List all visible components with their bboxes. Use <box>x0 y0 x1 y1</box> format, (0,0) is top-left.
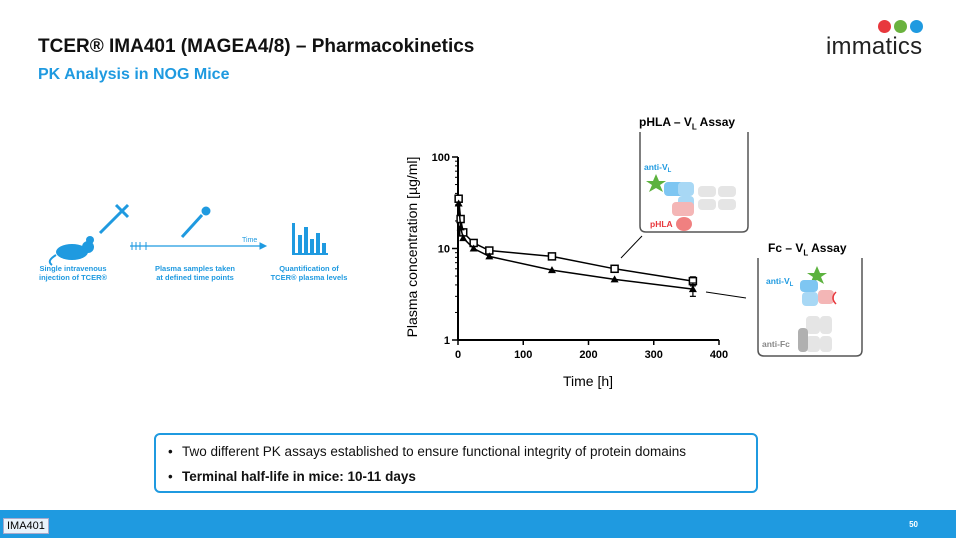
assay-fc-label: Fc – VL Assay <box>768 241 847 258</box>
pk-chart: 0 100 200 300 400 1 10 100 Time [h] Plasma conc… <box>404 152 728 389</box>
fc-capture-label: anti-VL <box>766 276 794 288</box>
logo-dot-green <box>894 20 907 33</box>
timeline-arrow <box>130 242 268 250</box>
workflow-step-3-label: Quantification of TCER® plasma levels <box>270 264 348 282</box>
timeline-label: Time <box>242 237 257 244</box>
logo-dot-red <box>878 20 891 33</box>
bar-chart-icon <box>292 223 328 255</box>
page-number: 50 <box>909 520 918 529</box>
pipette-icon <box>180 206 211 239</box>
key-findings-box: • Two different PK assays established to … <box>154 433 758 493</box>
x-axis-label: Time [h] <box>563 373 613 389</box>
star-icon <box>807 266 827 284</box>
y-tick-label: 10 <box>438 244 450 256</box>
pk-workflow: Time Single intravenous injection of TCER… <box>30 195 360 295</box>
bullet-item: • Two different PK assays established to … <box>168 444 687 459</box>
data-point-triangle <box>456 223 465 231</box>
data-point-triangle <box>610 275 619 283</box>
assay-phla-diagram: anti-VL pHLA <box>639 132 749 233</box>
mouse-icon <box>48 236 94 266</box>
logo-text: immatics <box>826 33 923 60</box>
immatics-logo: immatics <box>826 18 928 60</box>
y-tick-label: 1 <box>444 335 450 347</box>
assay-fc-connector <box>705 291 747 299</box>
x-tick-label: 0 <box>455 349 461 361</box>
assay-fc-diagram: anti-VL anti-Fc <box>757 258 863 357</box>
slide-title: TCER® IMA401 (MAGEA4/8) – Pharmacokineti… <box>38 36 475 57</box>
bullet-item: • Terminal half-life in mice: 10-11 days <box>168 469 416 484</box>
workflow-step-2-label: Plasma samples taken at defined time poin… <box>154 264 236 282</box>
fc-detect-label: anti-Fc <box>762 339 790 349</box>
logo-dot-blue <box>910 20 923 33</box>
y-tick-label: 100 <box>432 152 450 164</box>
x-tick-label: 400 <box>710 349 728 361</box>
data-point-triangle <box>459 234 468 242</box>
data-point-square <box>547 252 557 261</box>
slide-subtitle: PK Analysis in NOG Mice <box>38 66 230 83</box>
data-point-triangle <box>688 285 697 293</box>
footer-tag: IMA401 <box>3 518 49 534</box>
footer-bar <box>0 510 956 538</box>
syringe-icon <box>98 203 130 235</box>
x-tick-label: 300 <box>645 349 663 361</box>
workflow-step-1-label: Single intravenous injection of TCER® <box>38 264 108 282</box>
data-point-triangle <box>485 252 494 260</box>
x-tick-label: 100 <box>514 349 532 361</box>
star-icon <box>646 174 666 192</box>
data-point-triangle <box>547 266 556 274</box>
y-axis-label: Plasma concentration [µg/ml] <box>404 157 420 338</box>
assay-phla-connector <box>620 235 643 259</box>
assay-phla-label: pHLA – VL Assay <box>639 115 736 132</box>
phla-capture-label: anti-VL <box>644 162 672 174</box>
phla-target-label: pHLA <box>650 219 673 229</box>
x-tick-label: 200 <box>579 349 597 361</box>
data-point-triangle <box>454 199 463 207</box>
data-point-square <box>610 264 619 274</box>
data-point-triangle <box>469 244 478 252</box>
